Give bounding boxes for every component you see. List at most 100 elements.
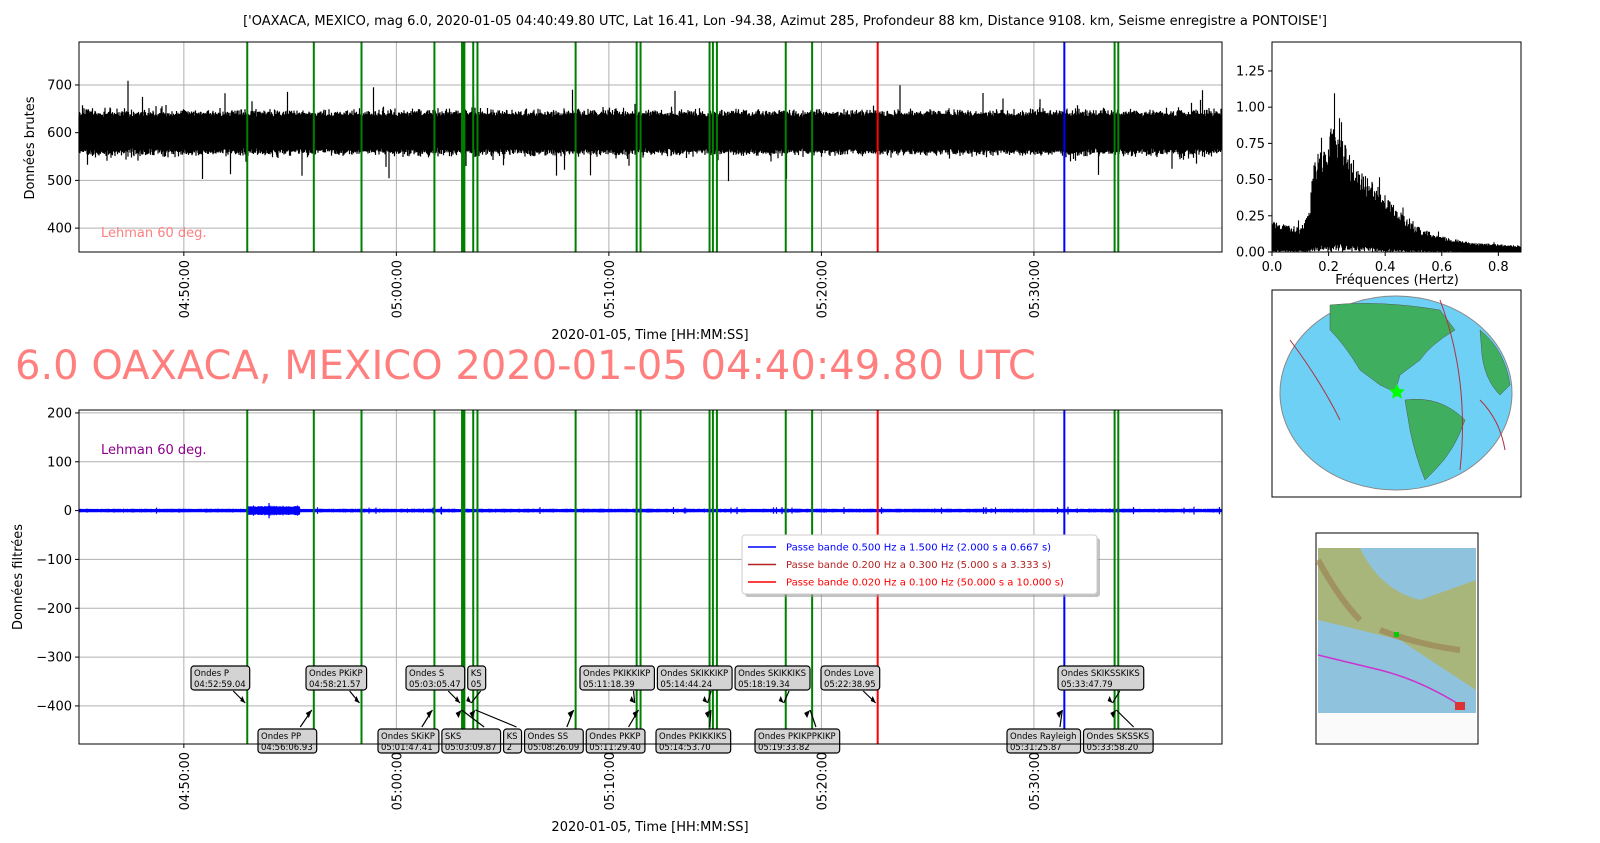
x-tick-label: 0.0	[1262, 260, 1283, 275]
annotation-box	[579, 665, 656, 691]
regional-map	[1315, 532, 1479, 745]
phase-time: 05:14:53.70	[659, 743, 711, 753]
phase-time: 04:56:06.93	[261, 743, 313, 753]
phase-annotation: Ondes S05:03:05.47	[405, 665, 466, 704]
phase-time: 05:19:33.82	[758, 743, 810, 753]
y-tick-label: 0	[64, 504, 72, 519]
phase-time: 05:33:47.79	[1061, 680, 1113, 690]
legend-entry: Passe bande 0.500 Hz a 1.500 Hz (2.000 s…	[786, 543, 1051, 554]
y-tick-label: 1.00	[1236, 101, 1265, 116]
phase-name: Ondes PKIKPPKIKP	[758, 732, 836, 742]
annotation-box	[754, 728, 841, 754]
phase-name: Ondes PKiKP	[309, 669, 363, 679]
spectrum-line	[1271, 93, 1522, 252]
epicenter-star-icon	[1389, 384, 1405, 399]
y-tick-label: 0.75	[1236, 137, 1265, 152]
annotation-arrow	[809, 709, 817, 728]
y-tick-label: 600	[47, 126, 72, 141]
y-tick-label: 1.25	[1236, 64, 1265, 79]
x-axis-label: 2020-01-05, Time [HH:MM:SS]	[551, 328, 748, 343]
annotation-arrow	[1112, 690, 1121, 704]
annotation-arrow	[783, 690, 790, 704]
phase-time: 04:52:59.04	[194, 680, 246, 690]
phase-name: Ondes SKIKKIKS	[738, 669, 806, 679]
annotation-box	[655, 728, 732, 754]
y-tick-label: −200	[36, 602, 72, 617]
annotation-arrow	[1059, 709, 1063, 728]
y-tick-label: 400	[47, 222, 72, 237]
annotation-arrow	[632, 690, 636, 704]
annotation-box	[1006, 728, 1082, 754]
axes-frame	[78, 41, 1223, 253]
mountains	[1315, 558, 1461, 653]
arrow-head	[1110, 710, 1117, 718]
phase-name: Ondes PP	[261, 732, 301, 742]
annotation-box	[441, 728, 502, 754]
annotation-box	[523, 728, 584, 754]
arrow-head	[778, 696, 784, 703]
phase-time: 05:08:26.09	[528, 743, 580, 753]
legend-entry: Passe bande 0.200 Hz a 0.300 Hz (5.000 s…	[786, 560, 1051, 571]
y-tick-label: 700	[47, 78, 72, 93]
annotation-box	[585, 728, 646, 754]
annotation-box	[502, 728, 523, 754]
arrow-head	[567, 710, 574, 718]
annotation-arrow	[470, 690, 482, 704]
y-tick-label: −400	[36, 699, 72, 714]
annotation-box	[820, 665, 881, 691]
arrow-head	[870, 696, 876, 703]
lehman-annotation: Lehman 60 deg.	[101, 226, 207, 241]
arrow-head	[354, 696, 360, 703]
annotation-box	[305, 665, 368, 691]
legend-frame	[741, 534, 1098, 595]
x-tick-label: 04:50:00	[178, 260, 193, 318]
annotation-arrow	[706, 690, 712, 704]
filtered-trace-line	[78, 503, 1223, 519]
phase-time: 05:31:25.87	[1010, 743, 1062, 753]
phase-time: 05:03:09.87	[445, 743, 497, 753]
x-tick-label: 05:00:00	[390, 260, 405, 318]
annotation-box	[377, 728, 440, 754]
annotation-arrow	[1115, 709, 1135, 728]
x-axis-label: 2020-01-05, Time [HH:MM:SS]	[551, 820, 748, 835]
usgs-logo	[1455, 702, 1465, 710]
figure-title: ['OAXACA, MEXICO, mag 6.0, 2020-01-05 04…	[243, 14, 1327, 29]
x-axis-label: Fréquences (Hertz)	[1335, 273, 1459, 288]
phase-name: Ondes SS	[528, 732, 569, 742]
phase-time: 2	[507, 743, 512, 753]
phase-time: 05:01:47.41	[381, 743, 433, 753]
annotation-box	[1082, 728, 1154, 754]
plate-boundaries	[1289, 299, 1506, 471]
phase-time: 05	[471, 680, 482, 690]
arrow-head	[804, 710, 811, 718]
x-tick-label: 0.6	[1431, 260, 1452, 275]
x-tick-label: 05:30:00	[1028, 752, 1043, 810]
annotation-box	[1057, 665, 1145, 691]
x-tick-label: 05:20:00	[815, 752, 830, 810]
arrow-head	[466, 696, 472, 703]
lehman-annotation: Lehman 60 deg.	[101, 443, 207, 458]
axes-frame	[1271, 41, 1522, 253]
phase-time: 04:58:21.57	[309, 680, 361, 690]
phase-name: Ondes Love	[824, 669, 874, 679]
phase-name: Ondes PKKP	[589, 732, 640, 742]
arrow-head	[455, 696, 461, 703]
phase-time: 05:18:19.34	[738, 680, 790, 690]
annotation-arrow	[475, 709, 517, 728]
phase-name: Ondes SKSSKS	[1087, 732, 1150, 742]
annotation-box	[257, 728, 318, 754]
annotation-arrow	[709, 709, 712, 728]
x-tick-label: 0.2	[1318, 260, 1339, 275]
phase-time: 05:11:18.39	[583, 680, 635, 690]
spectrum-axes: 0.0 0.2 0.4 0.6 0.8 0.00 0.25 0.50 0.75 1.00 1.25 F…	[1236, 41, 1522, 288]
x-tick-label: 05:00:00	[390, 752, 405, 810]
